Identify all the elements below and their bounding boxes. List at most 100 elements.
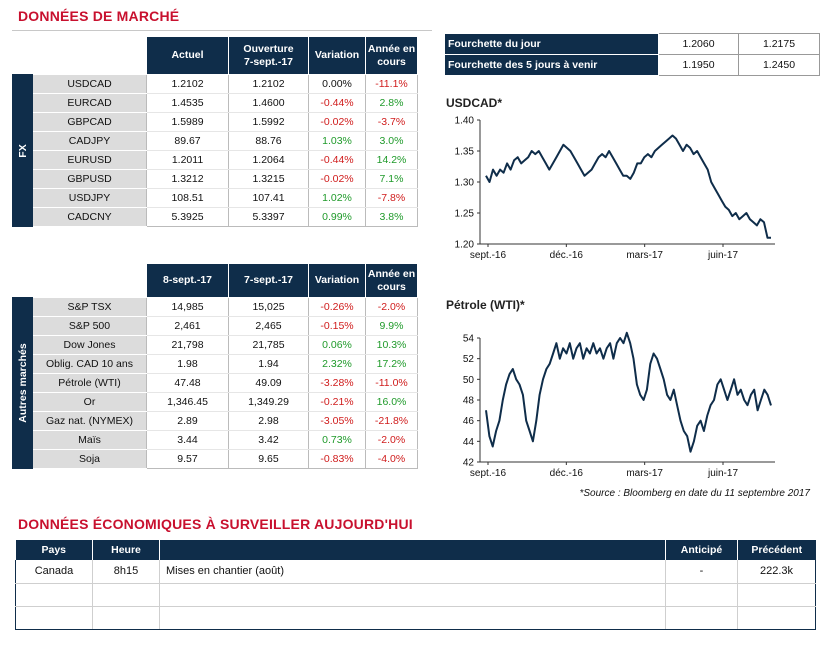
column-header-text: 8-sept.-17 xyxy=(162,274,213,286)
instrument-label: Dow Jones xyxy=(32,335,147,355)
current-value: 1.2011 xyxy=(146,150,229,170)
current-value: 1.3212 xyxy=(146,169,229,189)
side-label-text: Autres marchés xyxy=(16,343,29,423)
current-value: 89.67 xyxy=(146,131,229,151)
column-header: Année en cours xyxy=(365,36,418,75)
daily-change: 0.06% xyxy=(308,335,366,355)
column-header: 7-sept.-17 xyxy=(228,263,309,298)
ytd-change: -2.0% xyxy=(365,430,418,450)
current-value: 3.44 xyxy=(146,430,229,450)
eco-cell xyxy=(92,583,160,607)
eco-cell xyxy=(159,583,666,607)
y-tick-label: 52 xyxy=(463,354,475,365)
table-row: Pétrole (WTI) 47.48 49.09 -3.28% -11.0% xyxy=(13,373,418,393)
eco-column-header: Pays xyxy=(15,540,93,560)
range-label: Fourchette des 5 jours à venir xyxy=(444,54,659,76)
market-section-title: DONNÉES DE MARCHÉ xyxy=(18,8,180,24)
previous-value: 5.3397 xyxy=(228,207,309,227)
table-row: Dow Jones 21,798 21,785 0.06% 10.3% xyxy=(13,335,418,355)
column-header-text: cours xyxy=(377,280,406,293)
previous-value: 107.41 xyxy=(228,188,309,208)
side-label: Autres marchés xyxy=(12,297,33,469)
daily-change: -3.28% xyxy=(308,373,366,393)
x-tick-label: mars-17 xyxy=(626,250,663,261)
instrument-label: USDJPY xyxy=(32,188,147,208)
eco-cell xyxy=(92,606,160,630)
current-value: 1.2102 xyxy=(146,74,229,94)
ytd-change: 10.3% xyxy=(365,335,418,355)
previous-value: 15,025 xyxy=(228,297,309,317)
ytd-change: 9.9% xyxy=(365,316,418,336)
market-title-rule xyxy=(12,30,432,31)
range-low: 1.2060 xyxy=(658,33,739,55)
x-tick-label: sept.-16 xyxy=(470,250,507,261)
eco-cell: - xyxy=(665,560,738,584)
other-markets-table: 8-sept.-17 7-sept.-17 Variation Année en cou… xyxy=(12,263,418,469)
current-value: 1.5989 xyxy=(146,112,229,132)
instrument-label: Maïs xyxy=(32,430,147,450)
x-tick-label: déc.-16 xyxy=(550,468,584,479)
daily-change: -0.02% xyxy=(308,112,366,132)
ytd-change: -21.8% xyxy=(365,411,418,431)
eco-cell xyxy=(737,606,816,630)
current-value: 1.4535 xyxy=(146,93,229,113)
table-row: Or 1,346.45 1,349.29 -0.21% 16.0% xyxy=(13,392,418,412)
ytd-change: 17.2% xyxy=(365,354,418,374)
previous-value: 49.09 xyxy=(228,373,309,393)
y-tick-label: 1.25 xyxy=(455,209,475,220)
y-tick-label: 50 xyxy=(463,375,475,386)
previous-value: 2,465 xyxy=(228,316,309,336)
eco-cell: 8h15 xyxy=(92,560,160,584)
ytd-change: -2.0% xyxy=(365,297,418,317)
column-header-text: Actuel xyxy=(171,49,204,61)
previous-value: 1.5992 xyxy=(228,112,309,132)
ytd-change: -4.0% xyxy=(365,449,418,469)
eco-column-header: Heure xyxy=(92,540,160,560)
fx-table: Actuel Ouverture 7-sept.-17 Variation Année … xyxy=(12,36,418,227)
daily-change: -0.02% xyxy=(308,169,366,189)
ytd-change: 3.0% xyxy=(365,131,418,151)
eco-column-header: Anticipé xyxy=(665,540,738,560)
instrument-label: Soja xyxy=(32,449,147,469)
previous-value: 21,785 xyxy=(228,335,309,355)
column-header-text: 7-sept.-17 xyxy=(243,55,294,68)
eco-column-header: Précédent xyxy=(737,540,816,560)
instrument-label: S&P 500 xyxy=(32,316,147,336)
current-value: 5.3925 xyxy=(146,207,229,227)
eco-cell: Mises en chantier (août) xyxy=(159,560,666,584)
side-label: FX xyxy=(12,74,33,227)
eco-cell xyxy=(665,583,738,607)
usdcad-chart-title: USDCAD* xyxy=(446,96,503,110)
instrument-label: GBPCAD xyxy=(32,112,147,132)
ytd-change: 3.8% xyxy=(365,207,418,227)
column-header: Variation xyxy=(308,36,366,75)
current-value: 1.98 xyxy=(146,354,229,374)
column-header: Ouverture 7-sept.-17 xyxy=(228,36,309,75)
current-value: 2.89 xyxy=(146,411,229,431)
table-row: CADCNY 5.3925 5.3397 0.99% 3.8% xyxy=(13,207,418,227)
range-row-5days: Fourchette des 5 jours à venir 1.1950 1.… xyxy=(444,54,820,76)
y-tick-label: 42 xyxy=(463,458,475,469)
current-value: 1,346.45 xyxy=(146,392,229,412)
range-label: Fourchette du jour xyxy=(444,33,659,55)
eco-cell xyxy=(737,583,816,607)
instrument-label: Or xyxy=(32,392,147,412)
table-row: Maïs 3.44 3.42 0.73% -2.0% xyxy=(13,430,418,450)
eco-cell xyxy=(665,606,738,630)
instrument-label: S&P TSX xyxy=(32,297,147,317)
eco-row xyxy=(15,606,816,630)
ytd-change: 14.2% xyxy=(365,150,418,170)
table-row: Autres marchés S&P TSX 14,985 15,025 -0.26% -… xyxy=(12,297,418,469)
y-tick-label: 44 xyxy=(463,437,475,448)
eco-table: Pays Heure Anticipé Précédent Canada 8h15 Mis… xyxy=(15,540,816,630)
other-header-blank xyxy=(13,264,147,298)
column-header-text: Variation xyxy=(314,49,360,61)
side-label-text: FX xyxy=(16,143,29,158)
previous-value: 88.76 xyxy=(228,131,309,151)
y-tick-label: 1.40 xyxy=(455,116,475,127)
y-tick-label: 1.35 xyxy=(455,147,475,158)
column-header: Actuel xyxy=(146,36,229,75)
x-tick-label: sept.-16 xyxy=(470,468,507,479)
